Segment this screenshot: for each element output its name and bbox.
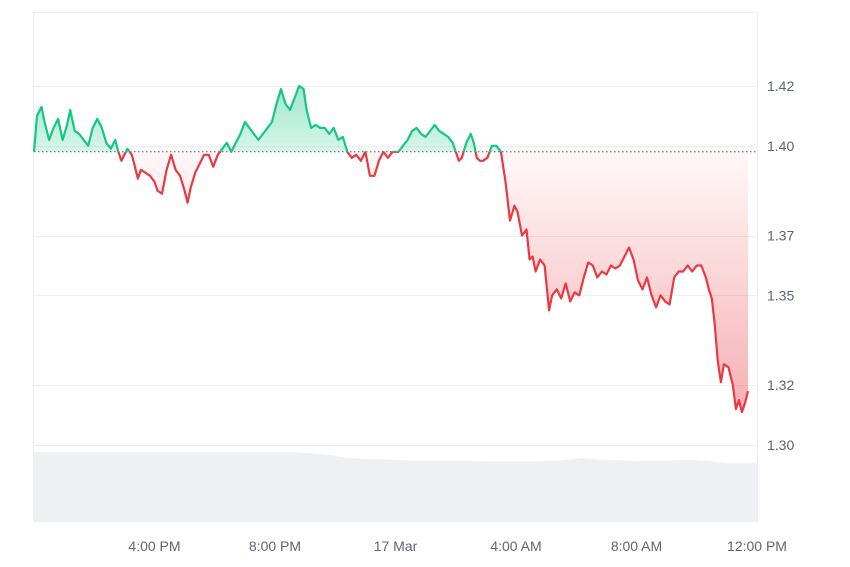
- x-tick-label: 4:00 PM: [128, 538, 180, 554]
- y-tick-label: 1.37: [767, 228, 794, 244]
- y-tick-label: 1.40: [767, 138, 794, 154]
- x-axis-labels: 4:00 PM 8:00 PM 17 Mar 4:00 AM 8:00 AM 12:00 …: [128, 538, 787, 554]
- x-tick-label: 12:00 PM: [727, 538, 787, 554]
- y-tick-label: 1.35: [767, 287, 794, 303]
- y-axis-labels: 1.30 1.32 1.35 1.37 1.40 1.42: [767, 78, 794, 453]
- y-tick-label: 1.42: [767, 78, 794, 94]
- x-tick-label: 8:00 AM: [611, 538, 662, 554]
- grid-lines: [34, 12, 757, 446]
- x-tick-label: 8:00 PM: [249, 538, 301, 554]
- x-tick-label: 17 Mar: [374, 538, 418, 554]
- price-area-up: [34, 86, 748, 152]
- price-line-down: [34, 151, 750, 414]
- price-area-down: [118, 151, 748, 413]
- x-tick-label: 4:00 AM: [490, 538, 541, 554]
- y-tick-label: 1.30: [767, 437, 794, 453]
- y-tick-label: 1.32: [767, 377, 794, 393]
- volume-area: [34, 452, 757, 522]
